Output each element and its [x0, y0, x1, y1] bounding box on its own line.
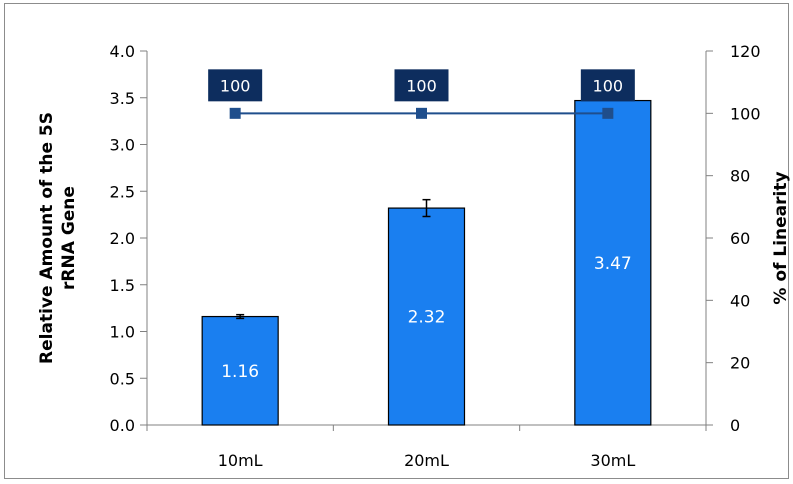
y-tick-label: 2.0	[110, 229, 135, 248]
y2-tick-label: 40	[730, 291, 750, 310]
linearity-point	[416, 107, 427, 119]
y-axis-title-line1: Relative Amount of the 5S	[37, 112, 57, 364]
point-data-label: 100	[406, 76, 437, 95]
y-tick-label: 4.0	[110, 42, 135, 61]
y-tick-label: 0.5	[110, 369, 135, 388]
y2-tick-label: 0	[730, 416, 740, 435]
linearity-point	[229, 107, 241, 119]
y-tick-label: 1.0	[110, 323, 135, 342]
y2-tick-label: 120	[730, 42, 761, 61]
y2-tick-label: 60	[730, 229, 750, 248]
y-tick-label: 3.5	[110, 89, 135, 108]
point-label-box	[580, 69, 635, 102]
bar	[574, 99, 652, 426]
y2-tick-label: 20	[730, 354, 750, 373]
y-tick-label: 0.0	[110, 416, 135, 435]
x-tick-label: 10mL	[218, 451, 263, 470]
y-tick-label: 2.5	[110, 182, 135, 201]
y2-axis-title: % of Linearity	[771, 171, 791, 304]
bar-data-label: 2.32	[408, 308, 446, 328]
point-label-box	[208, 69, 263, 102]
point-data-label: 100	[593, 76, 624, 95]
y-axis-title-line2: rRNA Gene	[59, 186, 79, 290]
y2-tick-label: 100	[730, 104, 761, 123]
bar	[387, 207, 466, 426]
y-tick-label: 3.0	[110, 136, 135, 155]
y2-tick-label: 80	[730, 167, 750, 186]
point-label-box	[394, 69, 449, 102]
x-tick-label: 30mL	[590, 451, 635, 470]
bar-data-label: 1.16	[221, 362, 259, 382]
point-data-label: 100	[220, 76, 251, 95]
x-tick-label: 20mL	[404, 451, 449, 470]
bar	[201, 315, 279, 426]
y-tick-label: 1.5	[110, 276, 135, 295]
bar-data-label: 3.47	[594, 254, 632, 274]
linearity-point	[602, 107, 614, 119]
